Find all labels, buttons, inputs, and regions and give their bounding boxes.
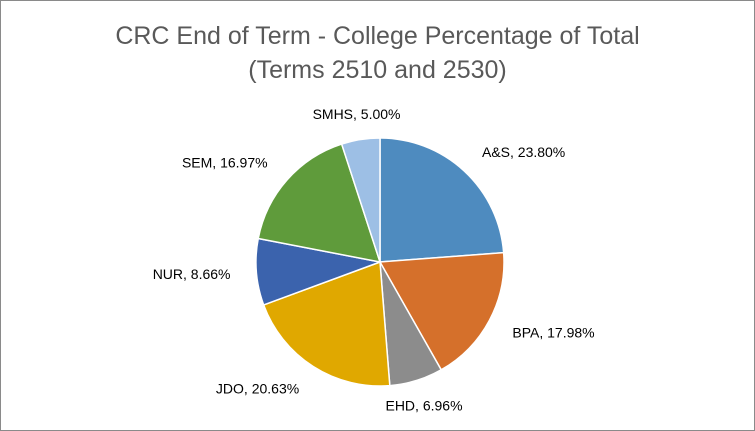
data-label: SMHS, 5.00%	[313, 106, 401, 122]
data-label: EHD, 6.96%	[385, 397, 462, 413]
data-label: A&S, 23.80%	[482, 144, 565, 160]
data-label: BPA, 17.98%	[512, 325, 594, 341]
data-label: JDO, 20.63%	[216, 380, 299, 396]
data-label: NUR, 8.66%	[153, 266, 231, 282]
pie-slice-as	[379, 137, 505, 263]
pie-slice-smhs	[340, 137, 381, 263]
data-label: SEM, 16.97%	[182, 155, 268, 171]
chart-title-line-2: (Terms 2510 and 2530)	[248, 56, 507, 84]
pie-slice-jdo	[262, 260, 391, 387]
pie-slice-sem	[257, 143, 382, 263]
pie-slice-bpa	[378, 251, 505, 371]
chart-title-line-1: CRC End of Term - College Percentage of …	[115, 22, 640, 50]
chart-title: CRC End of Term - College Percentage of …	[1, 19, 754, 87]
